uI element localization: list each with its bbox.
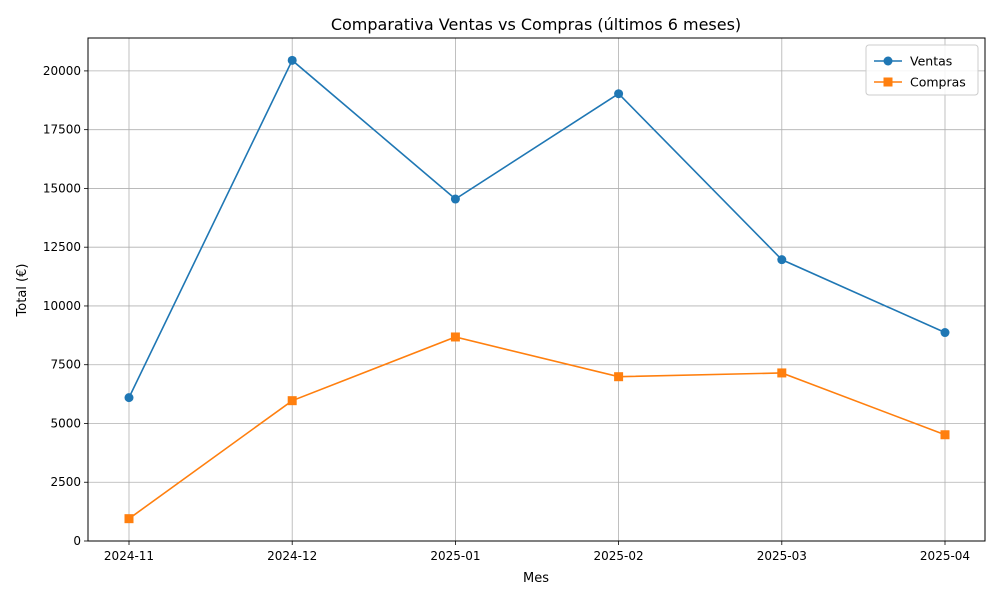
legend-label: Ventas — [910, 54, 952, 69]
x-tick-label: 2025-02 — [594, 549, 644, 563]
y-tick-label: 7500 — [50, 358, 81, 372]
data-point — [614, 372, 624, 382]
plot-frame — [87, 37, 986, 542]
legend-item: Compras — [874, 75, 966, 90]
y-tick-label: 0 — [73, 534, 81, 548]
series-compras — [124, 332, 950, 524]
x-tick-label: 2025-04 — [920, 549, 970, 563]
x-tick-label: 2025-03 — [757, 549, 807, 563]
data-point — [124, 514, 134, 524]
legend-marker — [883, 77, 893, 87]
x-tick-label: 2024-11 — [104, 549, 154, 563]
data-point — [940, 430, 950, 440]
series-line — [128, 59, 946, 398]
data-point — [124, 393, 134, 403]
x-tick-label: 2024-12 — [267, 549, 317, 563]
series-ventas — [124, 55, 950, 403]
data-point — [940, 328, 950, 338]
series-layer — [124, 55, 950, 524]
data-point — [287, 396, 297, 406]
x-axis-label: Mes — [523, 571, 549, 586]
legend-item: Ventas — [874, 54, 952, 69]
grid — [88, 38, 985, 542]
y-tick-label: 10000 — [43, 299, 81, 313]
y-tick-label: 20000 — [43, 64, 81, 78]
data-point — [777, 368, 787, 378]
series-line — [128, 336, 946, 520]
data-point — [614, 89, 624, 99]
y-tick-label: 12500 — [43, 240, 81, 254]
y-tick-label: 5000 — [50, 416, 81, 430]
data-point — [450, 332, 460, 342]
data-point — [777, 255, 787, 265]
y-tick-label: 15000 — [43, 181, 81, 195]
legend: Ventas Compras — [865, 44, 979, 96]
y-tick-label: 17500 — [43, 123, 81, 137]
x-tick-label: 2025-01 — [430, 549, 480, 563]
y-axis: 0 2500 5000 7500 10000 12500 15000 17500 20000 — [43, 64, 88, 548]
data-point — [450, 194, 460, 204]
y-axis-label: Total (€) — [15, 264, 30, 318]
x-axis: 2024-11 2024-12 2025-01 2025-02 2025-03 2025-… — [104, 541, 970, 563]
y-tick-label: 2500 — [50, 475, 81, 489]
legend-label: Compras — [910, 75, 966, 90]
data-point — [287, 55, 297, 65]
chart-title: Comparativa Ventas vs Compras (últimos 6… — [331, 15, 741, 34]
legend-marker — [883, 56, 893, 66]
